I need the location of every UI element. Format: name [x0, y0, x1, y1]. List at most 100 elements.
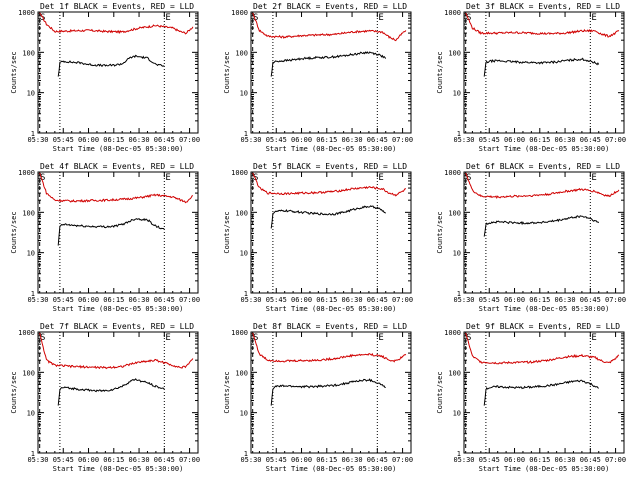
- x-tick-label: 06:15: [529, 136, 550, 144]
- x-axis-label: Start Time (08-Dec-05 05:30:00): [266, 305, 397, 313]
- x-tick-label: 07:00: [392, 296, 413, 304]
- x-tick-label: 06:30: [342, 456, 363, 464]
- x-tick-label: 06:45: [367, 456, 388, 464]
- x-tick-label: 05:30: [27, 136, 48, 144]
- x-tick-label: 06:45: [580, 456, 601, 464]
- y-tick-label: 1: [31, 450, 35, 458]
- x-axis-label: Start Time (08-Dec-05 05:30:00): [53, 145, 184, 153]
- y-axis-label: Counts/sec: [436, 371, 444, 413]
- event-rate-line: [483, 379, 600, 406]
- x-tick-label: 06:45: [367, 296, 388, 304]
- event-rate-line: [57, 217, 165, 246]
- x-tick-label: 06:30: [555, 296, 576, 304]
- x-tick-label: 06:30: [555, 456, 576, 464]
- y-tick-label: 1: [244, 130, 248, 138]
- x-tick-label: 05:45: [266, 296, 287, 304]
- end-marker-label: E: [378, 13, 383, 23]
- plot-frame: [463, 171, 625, 294]
- x-tick-label: 06:00: [291, 136, 312, 144]
- x-tick-label: 06:00: [504, 456, 525, 464]
- y-tick-label: 100: [448, 369, 461, 377]
- x-tick-label: 06:15: [316, 136, 337, 144]
- lld-rate-line: [465, 12, 620, 38]
- y-tick-label: 10: [27, 410, 35, 418]
- y-tick-label: 10: [453, 410, 461, 418]
- x-axis-label: Start Time (08-Dec-05 05:30:00): [479, 465, 610, 473]
- y-tick-label: 1: [31, 130, 35, 138]
- detector-panel-4: Det 4f BLACK = Events, RED = LLD 1 10 100 10…: [10, 162, 200, 313]
- y-tick-label: 1: [457, 130, 461, 138]
- detector-panel-7: Det 7f BLACK = Events, RED = LLD 1 10 100 10…: [10, 322, 200, 473]
- x-tick-label: 06:30: [342, 136, 363, 144]
- y-axis-label: Counts/sec: [223, 51, 231, 93]
- x-tick-label: 05:45: [53, 456, 74, 464]
- plot-frame: [37, 331, 199, 454]
- x-tick-label: 05:30: [453, 456, 474, 464]
- x-tick-label: 06:15: [316, 296, 337, 304]
- lld-rate-line: [39, 12, 194, 35]
- x-tick-label: 06:00: [78, 296, 99, 304]
- x-tick-label: 05:45: [479, 296, 500, 304]
- y-tick-label: 1000: [231, 9, 248, 17]
- y-tick-label: 10: [240, 90, 248, 98]
- x-tick-label: 05:45: [479, 456, 500, 464]
- x-tick-label: 06:15: [103, 296, 124, 304]
- x-tick-label: 06:00: [78, 136, 99, 144]
- x-tick-label: 05:45: [53, 296, 74, 304]
- start-marker-label: S: [40, 173, 45, 183]
- y-tick-label: 1000: [18, 329, 35, 337]
- x-tick-label: 06:45: [367, 136, 388, 144]
- y-tick-label: 100: [448, 209, 461, 217]
- end-marker-label: E: [591, 13, 596, 23]
- lld-rate-line: [252, 332, 407, 363]
- x-tick-label: 06:30: [129, 296, 150, 304]
- x-tick-label: 06:45: [154, 296, 175, 304]
- end-marker-label: E: [378, 173, 383, 183]
- event-rate-line: [270, 51, 387, 77]
- start-marker-label: S: [40, 333, 45, 343]
- start-marker-label: S: [466, 173, 471, 183]
- x-tick-label: 05:45: [266, 136, 287, 144]
- x-tick-label: 07:00: [392, 136, 413, 144]
- y-tick-label: 100: [448, 49, 461, 57]
- x-axis-label: Start Time (08-Dec-05 05:30:00): [479, 145, 610, 153]
- plot-frame: [463, 11, 625, 134]
- panel-title: Det 5f BLACK = Events, RED = LLD: [253, 162, 407, 171]
- panel-title: Det 7f BLACK = Events, RED = LLD: [40, 322, 194, 331]
- x-tick-label: 07:00: [605, 456, 626, 464]
- x-tick-label: 06:00: [504, 136, 525, 144]
- y-axis-label: Counts/sec: [436, 211, 444, 253]
- x-tick-label: 07:00: [392, 456, 413, 464]
- detector-panel-5: Det 5f BLACK = Events, RED = LLD 1 10 100 10…: [223, 162, 413, 313]
- y-tick-label: 10: [27, 90, 35, 98]
- y-axis-label: Counts/sec: [223, 211, 231, 253]
- x-tick-label: 06:00: [504, 296, 525, 304]
- x-axis-label: Start Time (08-Dec-05 05:30:00): [53, 305, 184, 313]
- y-axis-label: Counts/sec: [436, 51, 444, 93]
- lld-rate-line: [252, 12, 407, 42]
- y-tick-label: 1: [457, 450, 461, 458]
- x-tick-label: 07:00: [605, 296, 626, 304]
- event-rate-line: [57, 378, 165, 406]
- x-tick-label: 05:30: [453, 136, 474, 144]
- lld-rate-line: [465, 172, 620, 200]
- x-tick-label: 06:45: [154, 136, 175, 144]
- x-tick-label: 07:00: [179, 296, 200, 304]
- x-tick-label: 06:45: [580, 136, 601, 144]
- x-tick-label: 05:30: [240, 456, 261, 464]
- plot-frame: [463, 331, 625, 454]
- panel-title: Det 3f BLACK = Events, RED = LLD: [466, 2, 620, 11]
- y-tick-label: 10: [240, 410, 248, 418]
- y-tick-label: 1000: [444, 169, 461, 177]
- x-axis-label: Start Time (08-Dec-05 05:30:00): [53, 465, 184, 473]
- x-tick-label: 05:30: [27, 296, 48, 304]
- x-axis-label: Start Time (08-Dec-05 05:30:00): [266, 145, 397, 153]
- x-tick-label: 06:00: [291, 296, 312, 304]
- y-tick-label: 1000: [231, 329, 248, 337]
- y-tick-label: 1000: [444, 9, 461, 17]
- lld-rate-line: [465, 332, 620, 365]
- panel-title: Det 6f BLACK = Events, RED = LLD: [466, 162, 620, 171]
- start-marker-label: S: [466, 13, 471, 23]
- x-tick-label: 05:45: [53, 136, 74, 144]
